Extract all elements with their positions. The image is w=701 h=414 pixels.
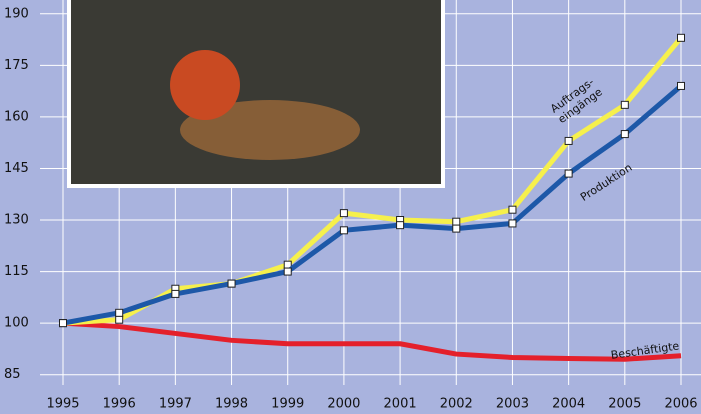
marker [452, 217, 461, 226]
x-tick-label: 2003 [496, 397, 529, 412]
series-line [62, 36, 683, 326]
y-tick-label: 115 [4, 264, 29, 279]
marker [283, 267, 292, 276]
marker [564, 136, 573, 145]
x-tick-label: 1995 [46, 397, 79, 412]
x-tick-label: 1998 [215, 397, 248, 412]
x-tick-label: 2001 [384, 397, 417, 412]
series-line [62, 84, 683, 326]
marker [59, 319, 67, 328]
photo-sparks [180, 100, 360, 160]
marker [508, 219, 517, 228]
x-tick-label: 1999 [271, 397, 304, 412]
x-tick-label: 2005 [608, 397, 641, 412]
y-tick-label: 145 [4, 161, 29, 176]
marker [677, 81, 685, 90]
x-tick-label: 1996 [103, 397, 136, 412]
x-tick-label: 2004 [552, 397, 585, 412]
y-tick-label: 175 [4, 58, 29, 73]
marker [115, 308, 124, 317]
marker [620, 100, 629, 109]
marker [677, 33, 685, 42]
y-tick-label: 160 [4, 109, 29, 124]
marker [508, 205, 517, 214]
photo-helmet [170, 50, 240, 120]
y-tick-label: 130 [4, 213, 29, 228]
x-tick-label: 2000 [327, 397, 360, 412]
y-tick-label: 85 [4, 367, 21, 382]
marker [452, 224, 461, 233]
marker [339, 226, 348, 235]
marker [620, 130, 629, 139]
x-tick-label: 2002 [440, 397, 473, 412]
marker [171, 289, 180, 298]
marker [115, 315, 124, 324]
x-tick-label: 1997 [159, 397, 192, 412]
y-tick-label: 100 [4, 316, 29, 331]
marker [227, 279, 236, 288]
marker [339, 209, 348, 218]
y-tick-label: 190 [4, 6, 29, 21]
x-tick-label: 2006 [664, 397, 697, 412]
series-line [62, 320, 682, 362]
marker [564, 169, 573, 178]
marker [396, 221, 405, 230]
